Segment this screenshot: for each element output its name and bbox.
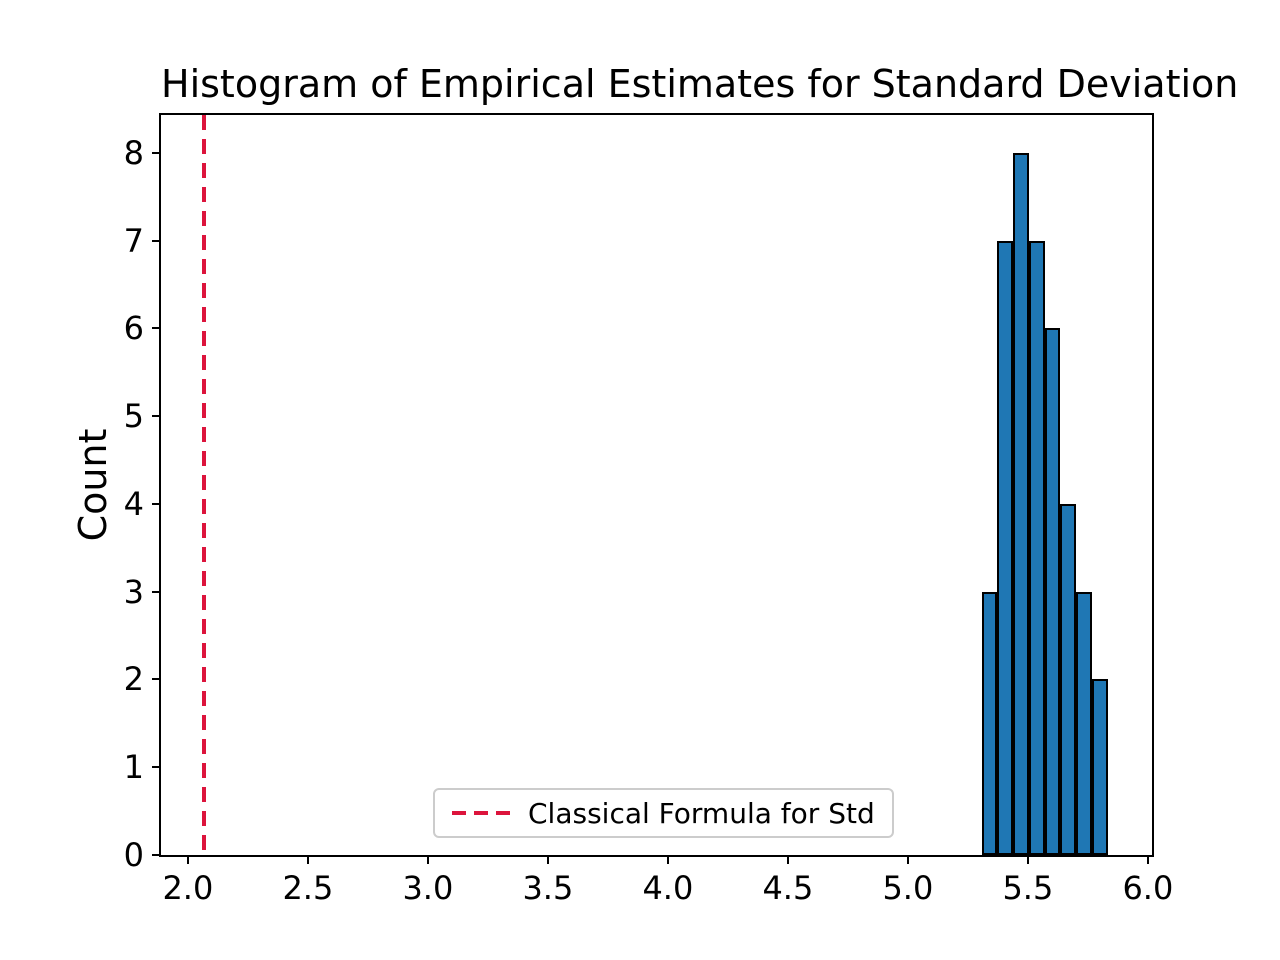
histogram-bar <box>981 591 998 855</box>
y-tick-mark <box>152 327 161 330</box>
y-tick-label: 1 <box>123 748 144 787</box>
x-tick-mark <box>906 855 909 864</box>
y-tick-label: 0 <box>123 836 144 874</box>
chart-title: Histogram of Empirical Estimates for Sta… <box>161 62 1239 106</box>
y-tick-mark <box>152 502 161 505</box>
x-tick-mark <box>1146 855 1149 864</box>
x-tick-mark <box>1026 855 1029 864</box>
x-tick-mark <box>666 855 669 864</box>
y-tick-label: 6 <box>123 309 144 348</box>
x-tick-label: 4.5 <box>762 869 814 907</box>
histogram-bar <box>997 240 1013 855</box>
x-tick-mark <box>786 855 789 864</box>
y-tick-label: 8 <box>123 133 144 172</box>
x-tick-label: 2.0 <box>162 869 214 907</box>
histogram-bar <box>1060 503 1077 855</box>
x-tick-mark <box>426 855 429 864</box>
x-tick-label: 5.0 <box>882 869 934 907</box>
y-tick-label: 2 <box>123 660 144 699</box>
x-tick-label: 2.5 <box>282 869 334 907</box>
histogram-bar <box>1044 328 1061 855</box>
x-tick-label: 6.0 <box>1122 869 1174 907</box>
plot-area: Classical Formula for Std <box>161 115 1152 855</box>
x-tick-label: 4.0 <box>642 869 694 907</box>
x-tick-mark <box>186 855 189 864</box>
y-tick-mark <box>152 766 161 769</box>
x-tick-label: 5.5 <box>1002 869 1054 907</box>
y-tick-mark <box>152 678 161 681</box>
y-tick-label: 3 <box>123 572 144 611</box>
y-tick-label: 5 <box>123 397 144 436</box>
legend: Classical Formula for Std <box>433 788 894 838</box>
legend-label: Classical Formula for Std <box>528 796 875 830</box>
histogram-bar <box>1076 591 1092 855</box>
x-tick-label: 3.0 <box>402 869 454 907</box>
histogram-bar <box>1028 240 1045 855</box>
legend-dashed-line-icon <box>452 811 510 815</box>
y-tick-mark <box>152 854 161 856</box>
y-tick-mark <box>152 239 161 242</box>
y-tick-mark <box>152 151 161 154</box>
x-tick-label: 3.5 <box>522 869 574 907</box>
histogram-bar <box>1091 679 1108 855</box>
x-tick-mark <box>546 855 549 864</box>
histogram-bar <box>1013 152 1029 855</box>
y-tick-mark <box>152 415 161 418</box>
x-tick-mark <box>306 855 309 864</box>
y-tick-label: 7 <box>123 221 144 260</box>
plot-spines <box>159 113 1154 857</box>
vline-classical-std <box>202 115 206 855</box>
y-tick-label: 4 <box>123 484 144 523</box>
y-tick-mark <box>152 590 161 593</box>
